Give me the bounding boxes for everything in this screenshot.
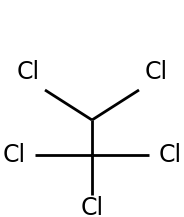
Text: Cl: Cl: [2, 143, 26, 167]
Text: Cl: Cl: [158, 143, 182, 167]
Text: Cl: Cl: [80, 196, 104, 217]
Text: Cl: Cl: [16, 60, 40, 84]
Text: Cl: Cl: [144, 60, 168, 84]
